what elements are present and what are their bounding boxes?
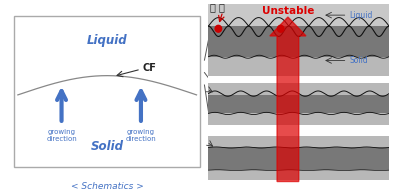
Text: CF: CF	[143, 63, 157, 73]
Bar	[208, 83, 389, 125]
Bar	[208, 27, 389, 57]
Text: Solid: Solid	[91, 140, 124, 153]
Text: Liquid: Liquid	[87, 34, 127, 47]
Bar	[208, 83, 389, 95]
Text: Unstable: Unstable	[262, 6, 314, 16]
Circle shape	[278, 25, 284, 32]
Bar	[208, 4, 389, 27]
Bar	[208, 4, 389, 76]
Bar	[208, 95, 389, 113]
Text: Solid: Solid	[349, 56, 368, 65]
Text: < Schematics >: < Schematics >	[71, 181, 144, 191]
Bar	[208, 147, 389, 170]
FancyArrow shape	[270, 17, 306, 181]
Bar	[208, 136, 389, 180]
Circle shape	[215, 25, 222, 32]
Text: 기 포: 기 포	[210, 2, 225, 12]
Text: Liquid: Liquid	[349, 11, 373, 20]
Text: growing
direction: growing direction	[46, 129, 77, 142]
Bar	[208, 76, 389, 83]
Text: growing
direction: growing direction	[125, 129, 156, 142]
Bar	[208, 125, 389, 136]
Bar	[208, 136, 389, 147]
